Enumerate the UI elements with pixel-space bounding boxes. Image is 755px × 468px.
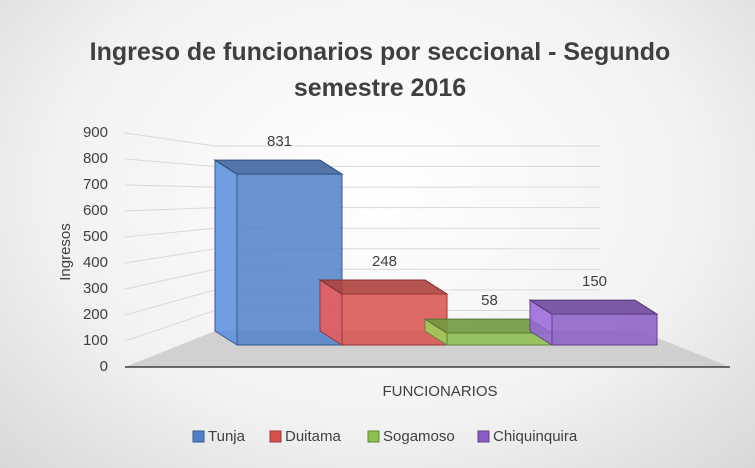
data-label: 248 xyxy=(372,253,397,270)
legend-label: Sogamoso xyxy=(383,428,455,445)
grid-line xyxy=(124,207,600,212)
y-tick-label: 0 xyxy=(100,358,108,375)
grid-line xyxy=(124,227,600,238)
grid-line xyxy=(124,184,600,188)
legend-swatch xyxy=(269,430,282,443)
y-tick-label: 400 xyxy=(83,254,108,271)
chart-title: Ingreso de funcionarios por seccional - … xyxy=(89,38,671,102)
bar-top xyxy=(213,159,344,175)
legend-label: Tunja xyxy=(208,428,246,445)
data-label: 58 xyxy=(481,292,498,309)
grid-line xyxy=(124,248,600,264)
bar-top xyxy=(528,299,659,315)
legend-swatch xyxy=(477,430,490,443)
grid-line xyxy=(124,132,600,147)
y-tick-label: 300 xyxy=(83,280,108,297)
bar xyxy=(551,313,658,346)
bar-top xyxy=(318,279,449,295)
legend-label: Chiquinquira xyxy=(493,428,578,445)
bar-side xyxy=(214,159,238,346)
legend-swatch xyxy=(192,430,205,443)
legend-label: Duitama xyxy=(285,428,342,445)
data-label: 831 xyxy=(267,133,292,150)
y-tick-label: 900 xyxy=(83,124,108,141)
y-tick-label: 500 xyxy=(83,228,108,245)
y-tick-label: 100 xyxy=(83,332,108,349)
y-tick-label: 800 xyxy=(83,150,108,167)
y-axis-label: Ingresos xyxy=(57,223,74,281)
x-tick-label: FUNCIONARIOS xyxy=(382,383,497,400)
y-tick-label: 200 xyxy=(83,306,108,323)
legend-swatch xyxy=(367,430,380,443)
data-label: 150 xyxy=(582,273,607,290)
grid-line xyxy=(124,158,600,168)
y-tick-label: 600 xyxy=(83,202,108,219)
y-tick-label: 700 xyxy=(83,176,108,193)
